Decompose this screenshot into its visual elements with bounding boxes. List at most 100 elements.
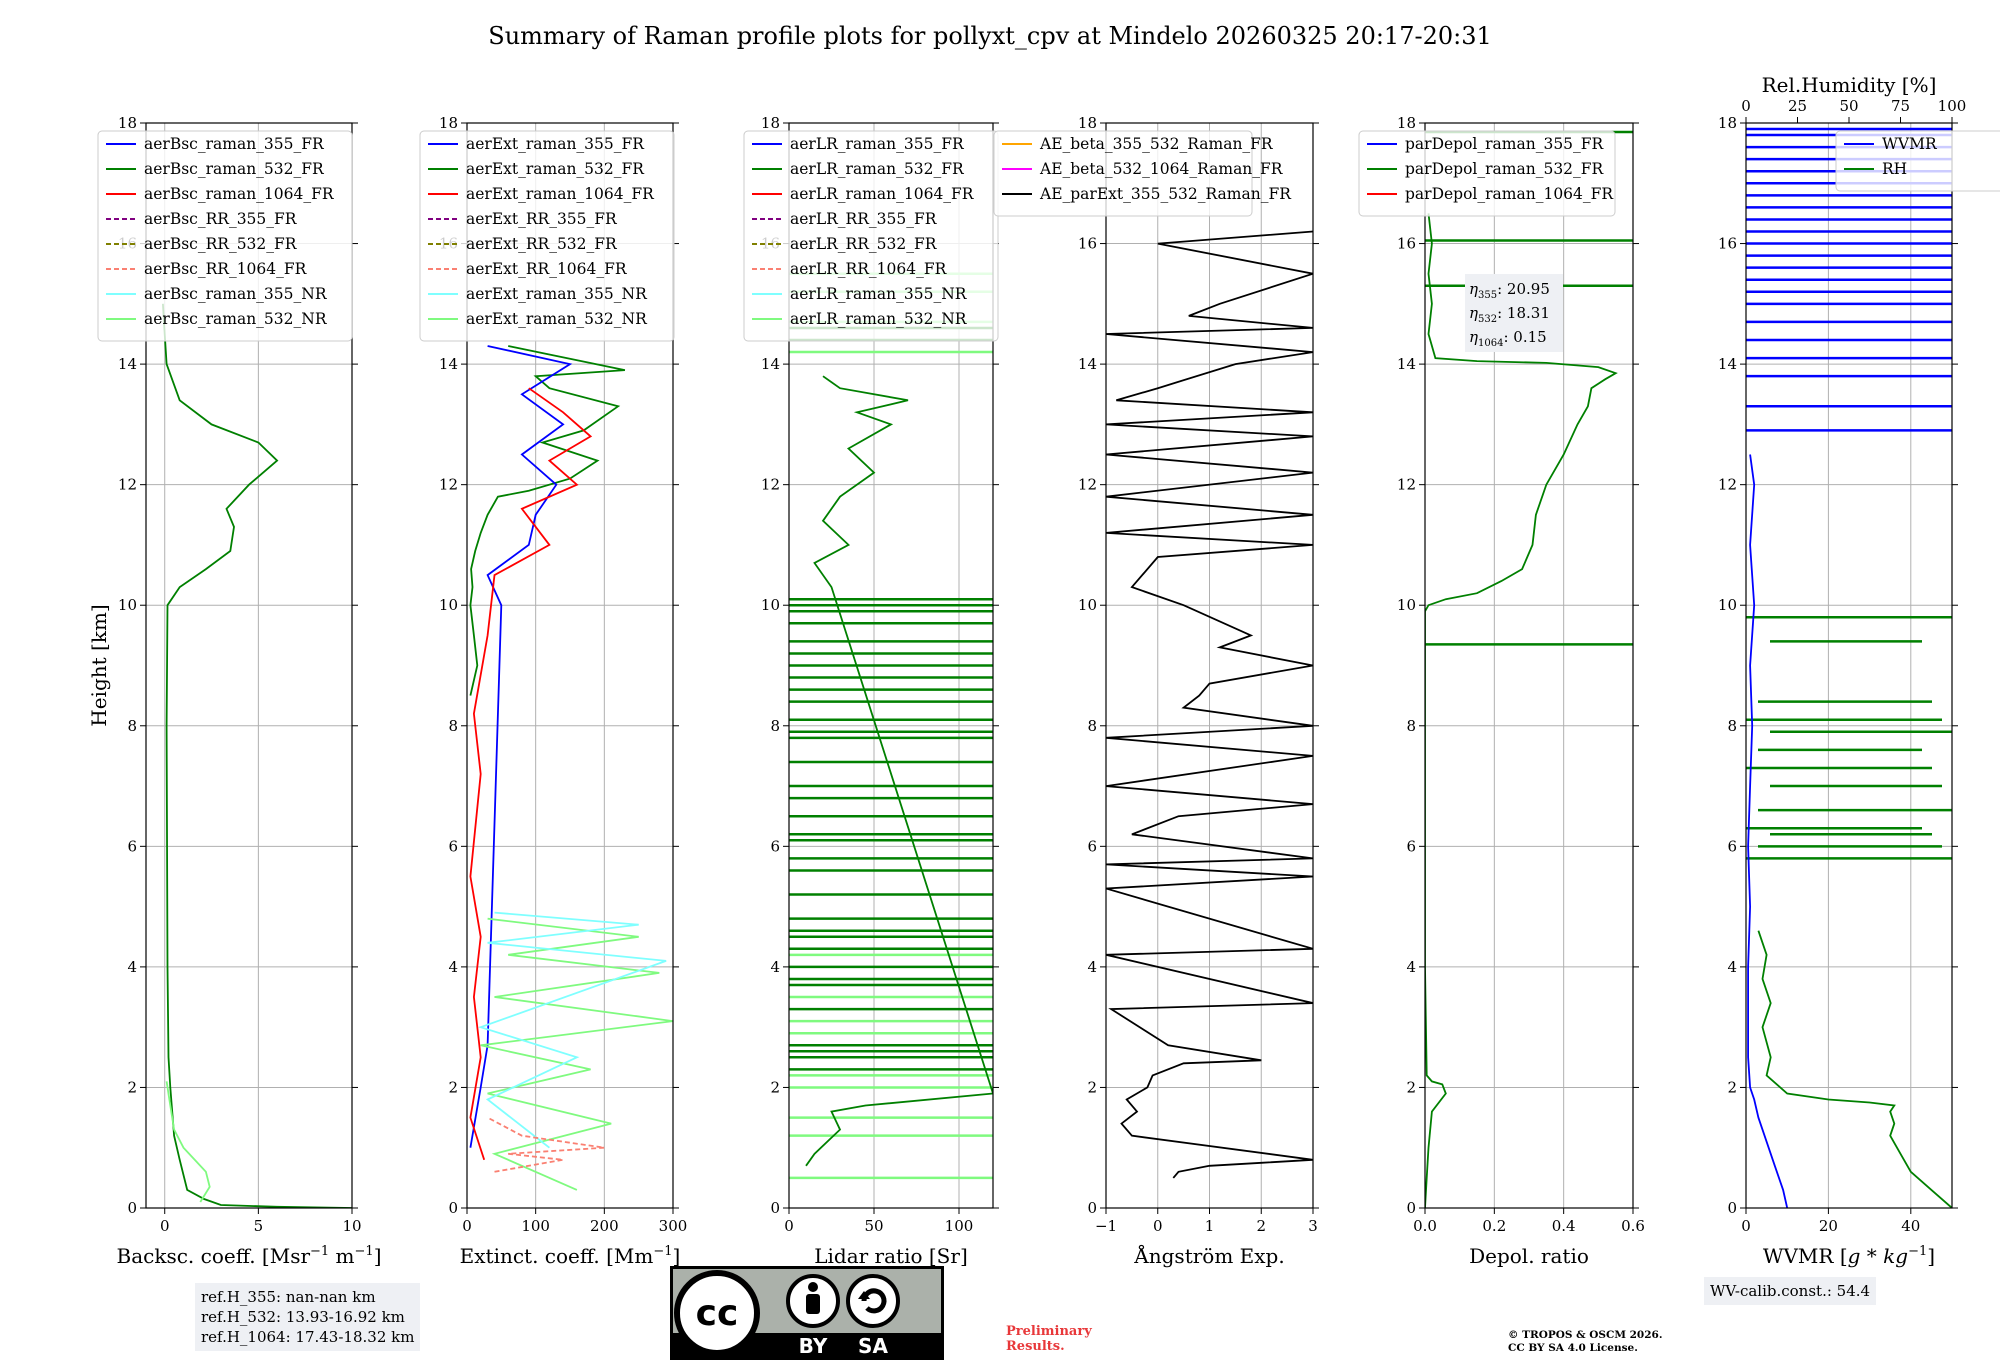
series-aerExt_RR_1064_FR [487, 1116, 605, 1173]
wv-calib-const: WV-calib.const.: 54.4 [1710, 1282, 1871, 1300]
y-tick-label: 10 [118, 596, 137, 614]
x-axis-label: Ångström Exp. [1133, 1243, 1284, 1268]
data-layer [789, 272, 993, 1180]
ref-height-box: ref.H_355: nan-nan km ref.H_532: 13.93-1… [195, 1283, 421, 1351]
x-tick-label: 5 [254, 1217, 264, 1235]
y-tick-label: 4 [1406, 958, 1416, 976]
legend-entry: aerExt_RR_355_FR [466, 210, 618, 228]
y-tick-label: 18 [1718, 114, 1737, 132]
legend-entry: aerBsc_RR_532_FR [144, 235, 298, 253]
legend-entry: aerLR_raman_532_FR [790, 160, 965, 178]
y-tick-label: 0 [127, 1199, 137, 1217]
series-RH [1757, 930, 1952, 1208]
y-tick-label: 2 [770, 1078, 780, 1096]
legend-entry: parDepol_raman_1064_FR [1405, 185, 1614, 203]
y-tick-label: 10 [1718, 596, 1737, 614]
top-x-tick-label: 50 [1839, 97, 1858, 115]
legend-entry: aerBsc_raman_355_FR [144, 135, 325, 153]
y-tick-label: 0 [448, 1199, 458, 1217]
series-aerBsc_raman_532_NR [165, 1081, 211, 1203]
series-aerExt_raman_355_NR [477, 911, 667, 1149]
legend-entry: parDepol_raman_355_FR [1405, 135, 1605, 153]
legend-entry: aerLR_RR_532_FR [790, 235, 938, 253]
x-tick-label: 0 [462, 1217, 472, 1235]
x-tick-label: 40 [1901, 1217, 1920, 1235]
y-tick-label: 16 [1397, 235, 1416, 253]
legend-entry: aerExt_raman_532_NR [466, 310, 648, 328]
legend-entry: aerExt_raman_532_FR [466, 160, 645, 178]
sa-label: SA [858, 1334, 888, 1358]
legend-entry: RH [1882, 160, 1907, 178]
y-tick-label: 14 [118, 355, 137, 373]
x-axis-label: Extinct. coeff. [Mm−1] [460, 1244, 681, 1268]
y-tick-label: 16 [1718, 235, 1737, 253]
ref-height-532: ref.H_532: 13.93-16.92 km [201, 1308, 405, 1326]
y-tick-label: 12 [439, 476, 458, 494]
ref-height-1064: ref.H_1064: 17.43-18.32 km [201, 1328, 415, 1346]
series-AE_parExt_355_532_Raman_FR [1106, 230, 1313, 1179]
x-tick-label: 0.0 [1413, 1217, 1437, 1235]
y-tick-label: 12 [1718, 476, 1737, 494]
sa-icon [846, 1274, 900, 1328]
axes-frame [466, 122, 674, 1209]
legend-frame [97, 130, 353, 342]
x-tick-label: 2 [1256, 1217, 1266, 1235]
y-tick-label: 10 [1078, 596, 1097, 614]
y-tick-label: 12 [1397, 476, 1416, 494]
y-axis-label: Height [km] [87, 604, 111, 726]
series-aerBsc_raman_532_FR [162, 303, 352, 1208]
y-tick-label: 12 [118, 476, 137, 494]
axes-frame [788, 122, 994, 1209]
wv-calib-box: WV-calib.const.: 54.4 [1704, 1277, 1877, 1305]
series-WVMR [1747, 454, 1789, 1208]
x-tick-label: 10 [342, 1217, 361, 1235]
legend-entry: aerExt_RR_532_FR [466, 235, 618, 253]
legend-entry: aerBsc_raman_532_NR [144, 310, 328, 328]
x-tick-label: 3 [1308, 1217, 1318, 1235]
legend-frame [743, 130, 999, 342]
legend-frame [419, 130, 675, 342]
data-layer [1746, 127, 1952, 1208]
data-layer [1106, 230, 1313, 1179]
legend: aerExt_raman_355_FR aerExt_raman_532_FRae… [419, 130, 675, 342]
y-tick-label: 6 [1087, 837, 1097, 855]
y-tick-label: 6 [448, 837, 458, 855]
y-tick-label: 8 [448, 717, 458, 735]
x-tick-label: 300 [659, 1217, 688, 1235]
top-axis-label: Rel.Humidity [%] [1762, 73, 1937, 97]
legend: AE_beta_355_532_Raman_FR AE_beta_532_1064… [993, 130, 1292, 217]
x-tick-label: 100 [521, 1217, 550, 1235]
y-tick-label: 8 [1406, 717, 1416, 735]
y-tick-label: 8 [770, 717, 780, 735]
x-axis-label: Depol. ratio [1469, 1244, 1589, 1268]
eta-value: η355: 20.95 [1469, 280, 1550, 301]
y-tick-label: 6 [127, 837, 137, 855]
y-tick-label: 14 [1078, 355, 1097, 373]
legend-entry: aerExt_raman_355_NR [466, 285, 648, 303]
panel-lidar-ratio: 024681012141618050100Lidar ratio [Sr]aer… [743, 114, 999, 1268]
figure-title: Summary of Raman profile plots for polly… [488, 22, 1491, 50]
eta-box [1465, 274, 1563, 352]
legend-entry: aerBsc_raman_532_FR [144, 160, 325, 178]
y-tick-label: 0 [770, 1199, 780, 1217]
legend-entry: aerLR_raman_532_NR [790, 310, 968, 328]
legend-entry: aerBsc_RR_1064_FR [144, 260, 308, 278]
y-tick-label: 2 [1406, 1078, 1416, 1096]
x-tick-label: 1 [1205, 1217, 1215, 1235]
axes-frame [1745, 122, 1953, 1209]
legend-entry: aerLR_RR_355_FR [790, 210, 938, 228]
x-tick-label: 20 [1819, 1217, 1838, 1235]
eta-value: η1064: 0.15 [1469, 328, 1547, 349]
x-tick-label: 0 [160, 1217, 170, 1235]
y-tick-label: 16 [1078, 235, 1097, 253]
series-aerLR_raman_532_FR [805, 375, 993, 1167]
by-label: BY [799, 1334, 828, 1358]
series-aerExt_raman_532_FR [469, 345, 626, 696]
panels: 0246810121416180510Backsc. coeff. [Msr−1… [87, 73, 2000, 1268]
axes-frame [145, 122, 353, 1209]
legend-entry: aerExt_raman_1064_FR [466, 185, 655, 203]
legend-entry: aerLR_raman_355_NR [790, 285, 968, 303]
legend-entry: parDepol_raman_532_FR [1405, 160, 1605, 178]
legend-entry: AE_beta_532_1064_Raman_FR [1039, 160, 1284, 178]
